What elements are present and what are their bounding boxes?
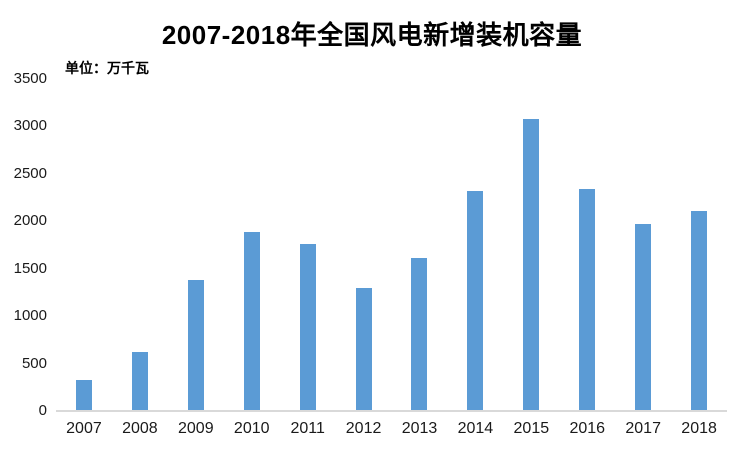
bar-2015	[523, 119, 540, 411]
chart-title: 2007-2018年全国风电新增装机容量	[161, 20, 583, 50]
y-tick-label: 3000	[13, 117, 47, 135]
x-tick-label-2009: 2009	[178, 420, 214, 437]
bar-cell-2013	[392, 79, 448, 411]
y-tick-label: 1500	[13, 259, 47, 277]
bar-cell-2011	[280, 79, 336, 411]
x-tick-label-2010: 2010	[233, 420, 270, 437]
x-tick-label-2015: 2015	[513, 420, 550, 437]
x-tick-label-2012: 2012	[345, 420, 382, 437]
bar-2011	[299, 244, 316, 411]
y-axis: 0 500 1000 1500 2000 2500 3000 3500	[0, 70, 47, 419]
bar-series	[56, 79, 727, 411]
y-tick-label: 0	[38, 402, 47, 419]
bar-cell-2014	[447, 79, 503, 411]
bar-cell-2010	[224, 79, 280, 411]
unit-label: 单位：万千瓦	[65, 60, 149, 76]
bar-cell-2017	[615, 79, 671, 411]
bar-cell-2009	[168, 79, 224, 411]
bar-2008	[131, 352, 148, 411]
bar-2007	[75, 379, 92, 411]
bar-2012	[355, 287, 372, 411]
bar-2009	[187, 280, 204, 411]
bar-cell-2016	[559, 79, 615, 411]
y-tick-label: 3500	[13, 70, 47, 87]
x-tick-label-2018: 2018	[681, 420, 717, 437]
x-tick-label-2007: 2007	[66, 420, 102, 437]
bar-cell-2008	[112, 79, 168, 411]
bar-2017	[635, 224, 652, 411]
bar-2013	[411, 258, 428, 411]
bar-2010	[243, 231, 260, 411]
x-tick-label-2016: 2016	[569, 420, 606, 437]
bar-cell-2018	[671, 79, 727, 411]
bar-cell-2015	[503, 79, 559, 411]
bar-cell-2007	[56, 79, 112, 411]
x-tick-label-2013: 2013	[401, 420, 438, 437]
x-tick-label-2011: 2011	[290, 420, 325, 437]
y-tick-label: 2000	[13, 212, 47, 230]
x-tick-label-2014: 2014	[457, 420, 494, 437]
bar-2014	[467, 190, 484, 411]
plot-area	[56, 79, 727, 412]
y-tick-label: 1000	[13, 307, 47, 325]
bar-cell-2012	[336, 79, 392, 411]
y-tick-label: 2500	[13, 164, 47, 182]
bar-2018	[691, 210, 708, 411]
y-tick-label: 500	[21, 354, 47, 372]
x-tick-label-2017: 2017	[625, 420, 661, 437]
x-axis: 2007 2008 2009 2010 2011 2012 2013 2014 2015 2016…	[56, 419, 727, 439]
x-tick-label-2008: 2008	[122, 420, 158, 437]
x-axis-baseline	[56, 410, 727, 412]
bar-2016	[579, 189, 596, 411]
